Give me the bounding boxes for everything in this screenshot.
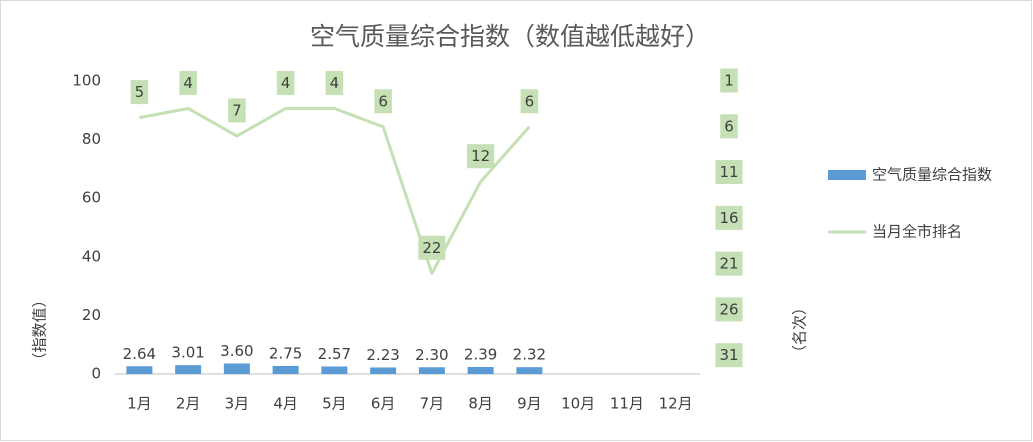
line-value-label: 6 <box>378 92 388 110</box>
bar <box>223 363 250 374</box>
bar <box>126 366 153 374</box>
bar-value-label: 2.30 <box>415 346 448 364</box>
bar-value-label: 2.57 <box>318 345 351 363</box>
y2-axis-title: （名次） <box>791 300 809 360</box>
bar-value-label: 3.60 <box>220 342 253 360</box>
line-value-label: 7 <box>232 101 242 119</box>
bar <box>175 365 202 374</box>
line-value-label-box <box>418 235 446 260</box>
line-value-label-box <box>520 89 539 114</box>
x-tick-label: 12月 <box>659 395 693 413</box>
x-tick-label: 1月 <box>127 395 152 413</box>
legend-swatch <box>828 170 866 180</box>
bar <box>516 367 543 374</box>
x-tick-label: 4月 <box>273 395 298 413</box>
line-value-label-box <box>179 70 197 95</box>
line-value-label-box <box>467 144 495 169</box>
bar <box>418 367 445 374</box>
y2-tick-label: 1 <box>724 72 734 90</box>
bar-value-label: 2.64 <box>123 345 156 363</box>
bar-value-label: 2.75 <box>269 344 302 362</box>
x-tick-label: 7月 <box>420 395 445 413</box>
bar-value-label: 2.23 <box>366 346 399 364</box>
legend-label: 空气质量综合指数 <box>872 166 992 184</box>
bar-value-label: 3.01 <box>171 344 204 362</box>
y2-tick-label: 16 <box>719 209 738 227</box>
y-tick-label: 100 <box>72 72 101 90</box>
y2-tick-label: 21 <box>719 255 738 273</box>
line-value-label: 6 <box>525 92 535 110</box>
x-tick-label: 11月 <box>610 395 644 413</box>
y2-tick-label: 31 <box>719 346 738 364</box>
legend-label: 当月全市排名 <box>872 223 962 241</box>
x-tick-label: 6月 <box>371 395 396 413</box>
bar <box>370 367 397 374</box>
line-value-label: 5 <box>135 83 145 101</box>
x-tick-label: 2月 <box>176 395 201 413</box>
line-value-label-box <box>228 98 246 123</box>
y2-tick-label-box <box>715 297 743 322</box>
y-tick-label: 60 <box>82 189 101 207</box>
line-value-label: 4 <box>183 74 193 92</box>
y-tick-label: 40 <box>82 247 101 265</box>
chart-title: 空气质量综合指数（数值越低越好） <box>310 22 710 51</box>
line <box>139 106 531 275</box>
x-tick-label: 10月 <box>561 395 595 413</box>
y2-tick-label-box <box>720 68 738 93</box>
y-tick-label: 20 <box>82 306 101 324</box>
line-value-label-box <box>325 70 344 95</box>
bar <box>272 365 299 374</box>
y2-tick-label-box <box>715 205 743 230</box>
line-value-label-box <box>374 89 392 114</box>
line-value-label: 4 <box>330 74 340 92</box>
line-value-label: 12 <box>471 147 490 165</box>
bar <box>321 366 348 374</box>
line-value-label-box <box>130 80 149 105</box>
y2-tick-label: 11 <box>719 163 738 181</box>
x-tick-label: 5月 <box>322 395 347 413</box>
y-tick-label: 80 <box>82 130 101 148</box>
y-tick-label: 0 <box>91 365 101 383</box>
y2-tick-label: 6 <box>724 117 734 135</box>
line-value-label: 22 <box>422 239 441 257</box>
x-tick-label: 8月 <box>468 395 493 413</box>
bar-value-label: 2.32 <box>513 346 546 364</box>
x-tick-label: 3月 <box>225 395 250 413</box>
y-axis-title: （指数值） <box>31 292 49 367</box>
y2-tick-label-box <box>715 343 743 368</box>
line-value-label: 4 <box>281 74 291 92</box>
line-value-label-box <box>276 70 295 95</box>
y2-tick-label-box <box>720 114 738 139</box>
y2-tick-label: 26 <box>719 300 738 318</box>
x-tick-label: 9月 <box>517 395 542 413</box>
bar-value-label: 2.39 <box>464 345 497 363</box>
y2-tick-label-box <box>715 251 743 276</box>
y2-tick-label-box <box>715 160 743 185</box>
bar <box>467 366 494 374</box>
